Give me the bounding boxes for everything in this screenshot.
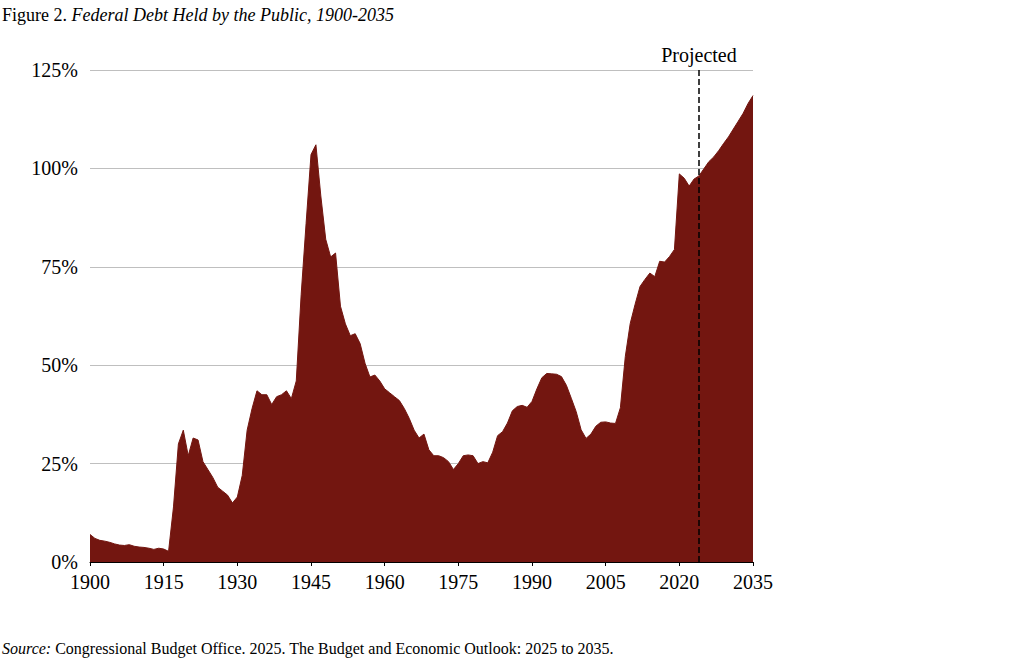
- svg-text:75%: 75%: [41, 256, 78, 278]
- svg-text:50%: 50%: [41, 354, 78, 376]
- svg-text:Source:: Source:: [2, 640, 51, 657]
- svg-text:100%: 100%: [31, 157, 78, 179]
- svg-text:1975: 1975: [438, 571, 478, 593]
- svg-text:Federal Debt Held by the Publi: Federal Debt Held by the Public, 1900-20…: [70, 5, 393, 25]
- svg-text:2035: 2035: [733, 571, 773, 593]
- svg-text:1990: 1990: [512, 571, 552, 593]
- svg-text:1900: 1900: [70, 571, 110, 593]
- svg-text:125%: 125%: [31, 59, 78, 81]
- svg-text:0%: 0%: [51, 551, 78, 573]
- svg-text:1945: 1945: [291, 571, 331, 593]
- svg-text:Figure 2.: Figure 2.: [2, 5, 72, 25]
- svg-text:1960: 1960: [365, 571, 405, 593]
- svg-text:2005: 2005: [586, 571, 626, 593]
- svg-text:Congressional Budget Office. 2: Congressional Budget Office. 2025. The B…: [51, 640, 613, 658]
- svg-text:1930: 1930: [217, 571, 257, 593]
- svg-text:1915: 1915: [144, 571, 184, 593]
- svg-text:2020: 2020: [659, 571, 699, 593]
- svg-text:25%: 25%: [41, 453, 78, 475]
- svg-text:Projected: Projected: [661, 44, 737, 67]
